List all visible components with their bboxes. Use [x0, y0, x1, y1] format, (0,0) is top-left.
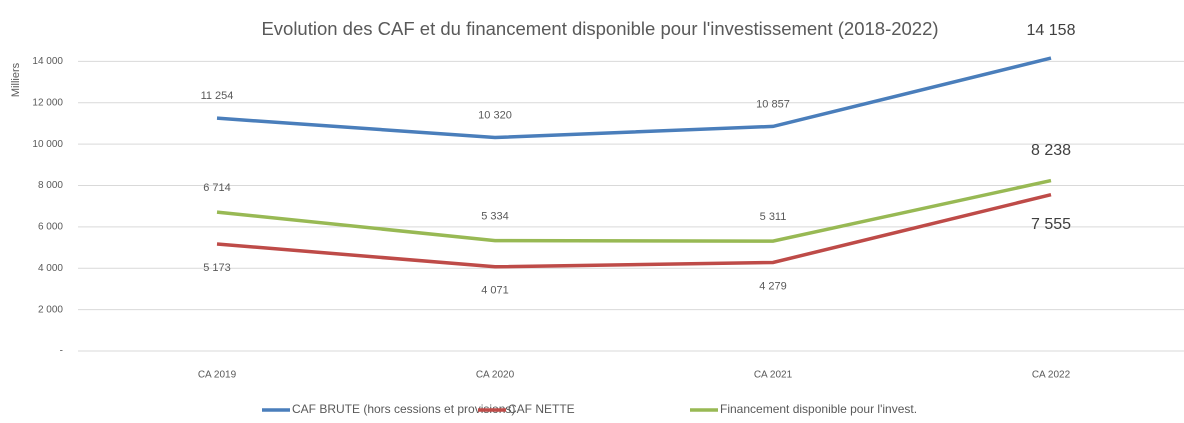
- y-tick-label: 6 000: [38, 222, 63, 233]
- data-label: 11 254: [201, 90, 234, 102]
- y-tick-label: 8 000: [38, 180, 63, 191]
- chart-title: Evolution des CAF et du financement disp…: [261, 18, 938, 39]
- x-tick-label: CA 2020: [476, 370, 515, 381]
- series-line: [216, 193, 1052, 269]
- data-label: 10 320: [478, 109, 512, 121]
- x-tick-label: CA 2022: [1032, 370, 1071, 381]
- y-axis-label: Milliers: [10, 62, 22, 97]
- data-label: 5 173: [203, 262, 231, 274]
- data-label: 5 311: [760, 211, 787, 223]
- legend-label: Financement disponible pour l'invest.: [720, 402, 917, 416]
- y-tick-label: 4 000: [38, 263, 63, 274]
- y-tick-label: 14 000: [32, 56, 63, 67]
- legend-label: CAF NETTE: [508, 402, 575, 416]
- y-tick-label: 10 000: [32, 139, 63, 150]
- series-line: [216, 56, 1052, 140]
- data-label: 4 279: [759, 280, 787, 292]
- data-label: 14 158: [1027, 22, 1076, 39]
- data-label: 8 238: [1031, 142, 1071, 159]
- data-label: 5 334: [481, 211, 509, 223]
- x-tick-label: CA 2021: [754, 370, 793, 381]
- data-label: 10 857: [756, 98, 790, 110]
- y-tick-label: 12 000: [32, 97, 63, 108]
- y-tick-label: -: [60, 346, 63, 357]
- data-label: 7 555: [1031, 216, 1071, 233]
- data-label: 6 714: [203, 182, 231, 194]
- x-tick-label: CA 2019: [198, 370, 237, 381]
- data-label: 4 071: [481, 285, 509, 297]
- series-line: [216, 178, 1052, 243]
- legend-label: CAF BRUTE (hors cessions et provisions): [292, 402, 515, 416]
- y-tick-label: 2 000: [38, 304, 63, 315]
